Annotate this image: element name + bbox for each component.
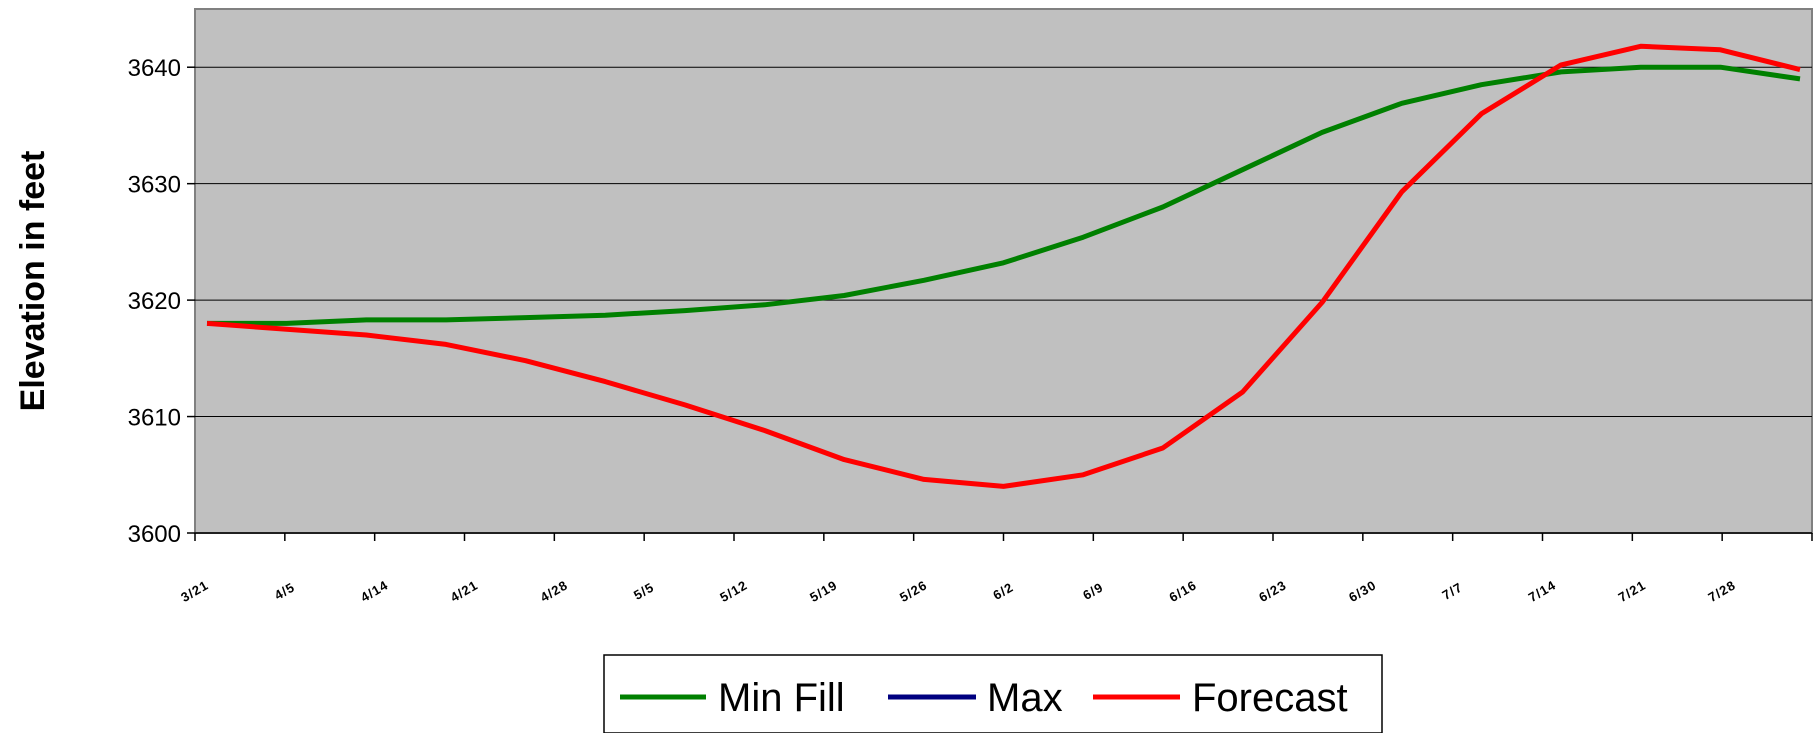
x-tick-label: 5/19 (807, 577, 840, 605)
x-tick-label: 7/14 (1526, 577, 1559, 605)
x-tick-label: 6/16 (1166, 577, 1199, 605)
x-tick-label: 4/5 (272, 579, 298, 603)
x-tick-label: 4/14 (358, 577, 391, 605)
x-tick-label: 5/5 (631, 579, 657, 603)
series-line-forecast (206, 43, 1801, 489)
x-tick-label: 3/21 (178, 577, 211, 605)
y-axis: 3600 3610 3620 3630 3640 (128, 55, 195, 548)
plot-area (194, 8, 1813, 534)
legend-label-min-fill: Min Fill (718, 676, 845, 720)
x-tick-label: 6/23 (1256, 577, 1289, 605)
gridlines (195, 66, 1812, 418)
x-tick-label: 6/2 (990, 579, 1016, 603)
legend: Min Fill Max Forecast (603, 654, 1383, 733)
x-tick-label: 4/21 (448, 577, 481, 605)
x-tick-label: 6/30 (1346, 577, 1379, 605)
legend-box (603, 654, 1383, 733)
y-tick-label: 3630 (128, 172, 181, 199)
y-tick-label: 3640 (128, 55, 181, 82)
series-line-min-fill (207, 64, 1801, 326)
x-tick-label: 6/9 (1080, 579, 1106, 603)
series-lines (206, 43, 1801, 489)
y-tick-label: 3610 (128, 405, 181, 432)
x-tick-label: 7/21 (1616, 577, 1649, 605)
y-tick-label: 3620 (128, 288, 181, 315)
x-tick-label: 5/12 (717, 577, 750, 605)
x-tick-label: 7/28 (1705, 577, 1738, 605)
legend-label-max: Max (987, 676, 1063, 720)
x-tick-label: 5/26 (897, 577, 930, 605)
x-tick-label: 4/28 (538, 577, 571, 605)
y-tick-label: 3600 (128, 521, 181, 548)
x-axis: 3/21 4/5 4/14 4/21 4/28 5/5 5/12 5/19 5/26 6/2 6/9… (178, 532, 1813, 605)
legend-label-forecast: Forecast (1192, 676, 1348, 720)
y-axis-title: Elevation in feet (14, 151, 52, 412)
x-tick-label: 7/7 (1440, 579, 1466, 603)
